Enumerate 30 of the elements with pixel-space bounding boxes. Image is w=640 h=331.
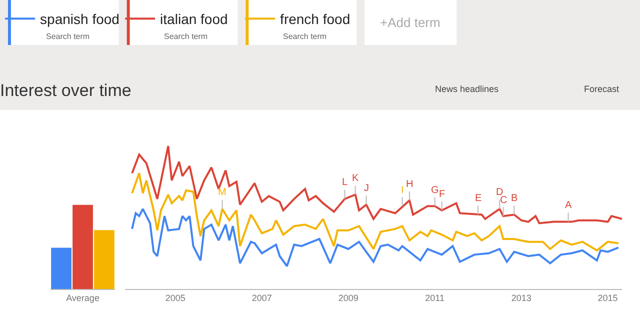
- legend-label: italian food: [160, 11, 228, 28]
- x-tick-label: 2011: [425, 292, 444, 303]
- annotation: E: [475, 193, 482, 204]
- x-tick-label: 2009: [338, 292, 358, 303]
- annotation: D: [496, 187, 504, 198]
- annotation: M: [218, 187, 226, 198]
- legend-label: french food: [280, 11, 350, 28]
- x-tick-label: 2007: [252, 292, 272, 303]
- text: Search term: [283, 32, 327, 41]
- x-tick-label: Average: [66, 292, 100, 303]
- text: Forecast: [584, 84, 620, 94]
- annotation: F: [439, 189, 446, 200]
- annotation: B: [511, 193, 518, 204]
- annotation: K: [352, 173, 359, 184]
- annotation: I: [401, 185, 404, 196]
- text: Search term: [46, 32, 90, 41]
- annotation: J: [364, 183, 369, 194]
- annotation: G: [431, 185, 439, 196]
- annotation: H: [406, 179, 414, 190]
- annotation: C: [500, 195, 508, 206]
- text: Search term: [164, 32, 208, 41]
- x-tick-label: 2005: [165, 292, 186, 303]
- annotation: A: [565, 200, 572, 211]
- annotation: L: [342, 177, 348, 188]
- x-tick-label: 2015: [598, 292, 618, 303]
- text: News headlines: [435, 84, 500, 94]
- x-tick-label: 2013: [511, 292, 532, 303]
- text: +Add term: [380, 15, 440, 30]
- chart-title: Interest over time: [0, 80, 132, 100]
- legend-label: spanish food: [40, 11, 120, 28]
